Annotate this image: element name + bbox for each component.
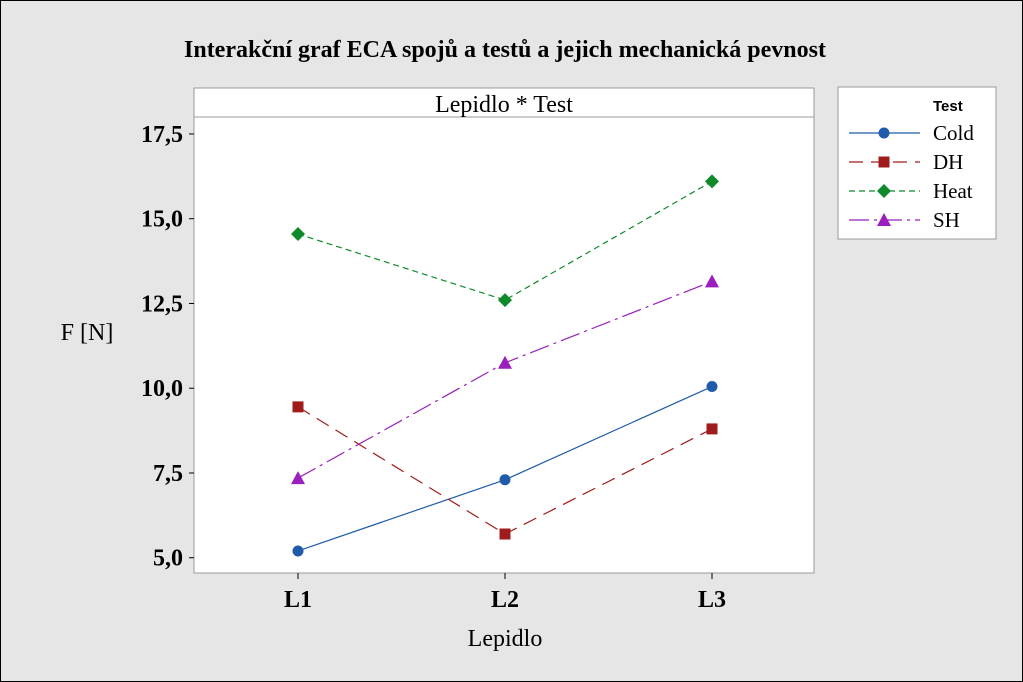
data-point-heat [291,226,305,241]
y-axis-ticks: 5,0 7,5 10,0 12,5 15,0 17,5 [141,122,194,572]
data-point-cold [499,474,511,486]
x-tick-label: L1 [284,587,312,613]
legend-items: Cold DH Heat SH [849,121,974,232]
data-point-sh [498,355,512,369]
legend-marker-dh [878,156,890,168]
y-tick-label: 10,0 [141,376,183,402]
legend-marker-sh [877,213,891,226]
data-point-heat [705,174,719,189]
y-tick-label: 15,0 [141,207,183,233]
y-tick-label: 5,0 [153,546,183,572]
y-tick-label: 12,5 [141,291,183,317]
data-point-cold [292,545,304,557]
data-point-heat [498,293,512,308]
data-point-sh [291,471,305,485]
legend-marker-cold [878,127,890,139]
data-point-sh [705,274,719,288]
y-axis-label: F [N] [61,320,114,346]
legend-label-cold: Cold [933,121,974,145]
x-axis-ticks: L1 L2 L3 [284,573,726,613]
x-tick-label: L2 [491,587,519,613]
series-line-heat [297,180,713,301]
panel-title: Lepidlo * Test [435,92,573,118]
chart-title: Interakční graf ECA spojů a testů a jeji… [184,37,826,63]
x-tick-label: L3 [698,587,726,613]
legend-label-dh: DH [933,150,963,174]
legend-box [837,86,997,240]
series-group [291,174,719,557]
legend: Test Cold DH Heat SH [837,86,997,240]
x-axis-label: Lepidlo [468,626,543,652]
data-point-dh [706,423,718,435]
data-point-dh [499,528,511,540]
legend-marker-heat [877,184,891,198]
data-point-dh [292,401,304,413]
y-tick-label: 17,5 [141,122,183,148]
legend-label-heat: Heat [933,179,973,203]
plot-area [193,87,815,574]
legend-title: Test [933,98,963,115]
legend-label-sh: SH [933,208,960,232]
data-point-cold [706,381,718,393]
y-tick-label: 7,5 [153,461,183,487]
